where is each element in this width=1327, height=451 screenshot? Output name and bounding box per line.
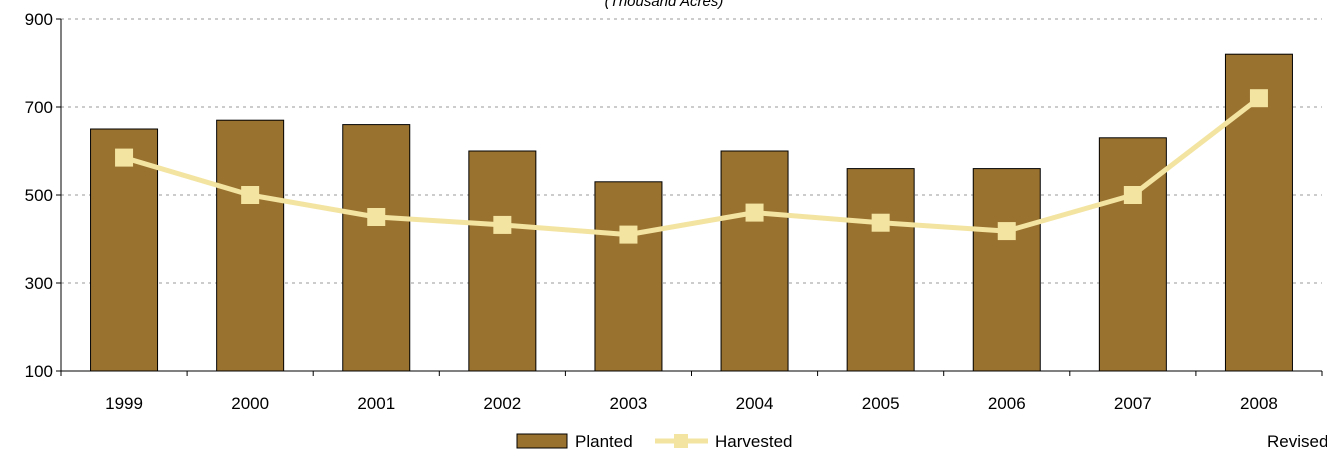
y-tick-label: 900 [25, 10, 53, 29]
point-harvested-2001 [367, 208, 386, 226]
point-harvested-2003 [619, 225, 638, 244]
bar-planted-2002 [468, 150, 537, 372]
point-harvested-1999 [115, 148, 134, 167]
legend-label-planted: Planted [575, 432, 633, 451]
bar-planted-2000 [216, 119, 285, 372]
x-tick-label: 2007 [1114, 394, 1152, 413]
y-tick-label: 500 [25, 186, 53, 205]
legend-swatch-planted [516, 433, 568, 449]
bar-planted-2004 [720, 150, 789, 372]
x-tick-label: 2000 [231, 394, 269, 413]
x-tick-label: 2005 [862, 394, 900, 413]
y-tick-label: 700 [25, 98, 53, 117]
x-tick-label: 2006 [988, 394, 1026, 413]
chart-subtitle: (Thousand Acres) [605, 0, 724, 10]
y-tick-labels: 100 300 500 700 900 [25, 10, 53, 381]
y-tick-label: 300 [25, 274, 53, 293]
line-harvested [115, 89, 1268, 244]
axes [56, 18, 1323, 376]
point-harvested-2000 [241, 186, 260, 204]
bar-planted-2006 [972, 168, 1041, 372]
x-tick-label: 2003 [610, 394, 648, 413]
legend-marker-harvested [674, 434, 688, 448]
point-harvested-2004 [745, 203, 764, 222]
bar-planted-1999 [90, 128, 159, 372]
legend: Planted Harvested [516, 432, 792, 451]
point-harvested-2005 [871, 213, 890, 232]
point-harvested-2006 [997, 222, 1016, 241]
x-tick-labels: 1999 2000 2001 2002 2003 2004 2005 2006 2007 2008 [105, 394, 1278, 413]
point-harvested-2007 [1123, 186, 1142, 204]
x-tick-label: 2001 [357, 394, 395, 413]
harvested-line [123, 96, 1261, 238]
x-tick-label: 1999 [105, 394, 143, 413]
bar-planted-2005 [846, 168, 915, 372]
x-tick-label: 2002 [483, 394, 521, 413]
point-harvested-2008 [1249, 89, 1268, 108]
revised-note: Revised [1267, 432, 1327, 451]
point-harvested-2002 [493, 215, 512, 234]
x-tick-label: 2008 [1240, 394, 1278, 413]
legend-label-harvested: Harvested [715, 432, 792, 451]
bar-planted-2003 [594, 181, 663, 372]
bar-planted-2007 [1098, 137, 1167, 372]
bars-planted [90, 53, 1293, 372]
x-tick-label: 2004 [736, 394, 774, 413]
bar-planted-2001 [342, 124, 411, 372]
y-tick-label: 100 [25, 362, 53, 381]
